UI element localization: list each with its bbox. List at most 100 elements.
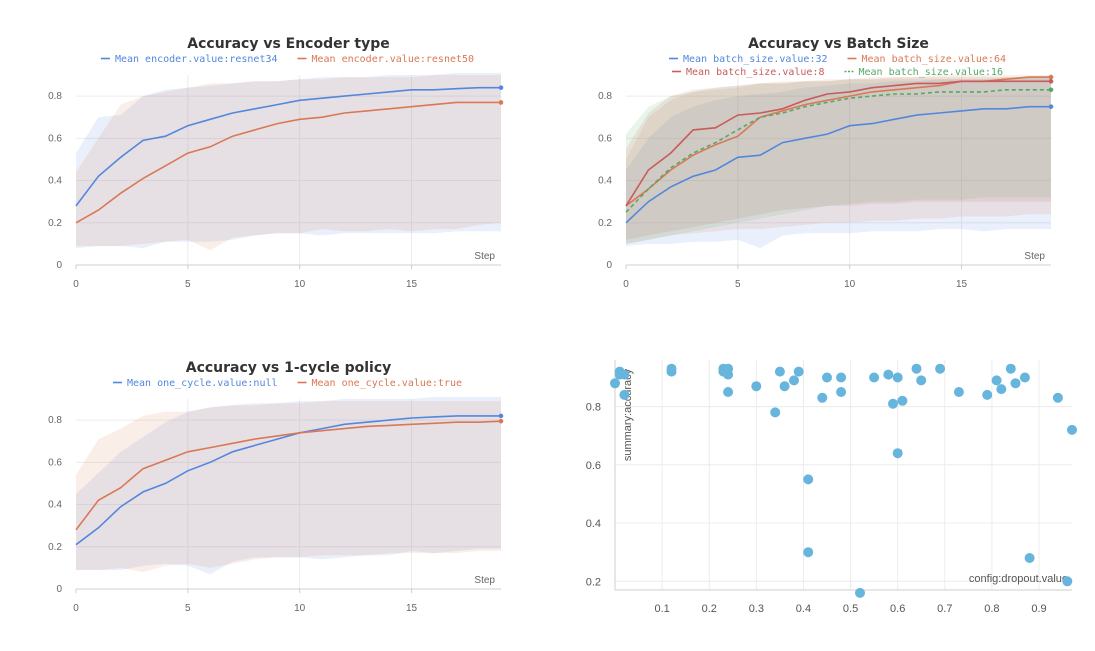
chart-3-scatter-point-26	[883, 369, 894, 380]
chart-2-band-0	[76, 396, 501, 575]
chart-2-series-line-0	[75, 415, 501, 546]
chart-1-x-axis-label: Step	[1024, 251, 1045, 262]
chart-3-scatter-point-18	[803, 474, 814, 485]
chart-3-xtick-label: 0.6	[890, 603, 905, 615]
chart-3-scatter-point-13	[770, 407, 781, 418]
chart-1-band-1	[626, 75, 1051, 244]
chart-3-scatter-point-44	[1067, 424, 1077, 435]
chart-1-series-line-2	[625, 80, 1051, 207]
chart-1-series-line-0	[625, 105, 1051, 224]
chart-0-series-line-0	[75, 86, 501, 207]
chart-3-scatter-point-29	[892, 448, 903, 459]
chart-0-band-1	[76, 75, 501, 251]
chart-2-ytick-label: 0.6	[48, 457, 62, 468]
chart-1-band-0	[626, 77, 1051, 249]
chart-0-ytick-label: 0.4	[48, 176, 62, 187]
chart-0-xtick-label: 0	[73, 279, 79, 290]
chart-1-series-line-3	[625, 88, 1051, 213]
chart-2-series-line-1	[75, 420, 502, 531]
chart-3-scatter-point-43	[1062, 576, 1073, 587]
chart-3-scatter-point-21	[822, 372, 832, 383]
chart-2-xtick-label: 10	[294, 603, 306, 614]
chart-3-scatter-point-28	[892, 372, 903, 383]
chart-3-scatter-point-38	[1005, 363, 1016, 374]
chart-3-scatter-point-11	[723, 387, 734, 397]
chart-0-legend-entry-1: Mean encoder.value:resnet50	[312, 54, 475, 65]
chart-0-legend-entry-0: Mean encoder.value:resnet34	[115, 54, 278, 65]
chart-3-scatter-point-34	[953, 387, 964, 397]
chart-1-series-end-point-0	[1048, 104, 1054, 109]
chart-one-cycle: Accuracy vs 1-cycle policy 0 0.2 0.4 0.6 0.8 0…	[40, 354, 520, 624]
chart-encoder-type-svg: Accuracy vs Encoder type 0 0.2 0.4 0.6 0.8 0 5 1…	[48, 36, 504, 290]
chart-3-scatter-point-30	[897, 395, 908, 406]
chart-2-legend-entry-0: Mean one_cycle.value:null	[127, 378, 278, 389]
chart-1-ytick-label: 0.2	[598, 218, 612, 229]
chart-3-xtick-label: 0.4	[796, 603, 811, 615]
chart-3-scatter-point-42	[1052, 392, 1063, 403]
chart-3-scatter-point-39	[1010, 378, 1021, 389]
chart-1-legend-entry-0: Mean batch_size.value:32	[683, 54, 828, 65]
chart-batch-size: Accuracy vs Batch Size 0 0.2 0.4 0.6 0.8 0 5 10 1…	[590, 30, 1070, 300]
chart-1-ytick-label: 0.8	[598, 91, 612, 102]
chart-3-xtick-label: 0.8	[984, 603, 999, 615]
chart-3-scatter-point-41	[1024, 553, 1035, 563]
chart-3-scatter-point-22	[836, 387, 847, 397]
chart-3-scatter-point-19	[803, 547, 814, 558]
chart-3-y-axis-label: summary:accuracy	[622, 368, 634, 461]
chart-3-scatter-point-31	[911, 363, 922, 374]
chart-3-scatter-point-32	[916, 375, 927, 386]
chart-3-scatter-point-16	[789, 375, 799, 386]
chart-3-scatter-point-14	[774, 366, 785, 377]
chart-0-xtick-label: 15	[406, 279, 418, 290]
chart-3-scatter-point-20	[817, 392, 828, 403]
chart-0-ytick-label: 0	[56, 260, 62, 271]
chart-encoder-type: Accuracy vs Encoder type 0 0.2 0.4 0.6 0.8 0 5 1…	[40, 30, 520, 300]
chart-3-scatter-point-3	[619, 369, 630, 380]
chart-3-xtick-label: 0.7	[937, 603, 952, 615]
chart-1-legend-entry-1: Mean batch_size.value:64	[862, 54, 1007, 65]
chart-1-title: Accuracy vs Batch Size	[748, 36, 929, 52]
chart-1-ytick-label: 0.6	[598, 133, 612, 144]
chart-one-cycle-svg: Accuracy vs 1-cycle policy 0 0.2 0.4 0.6 0.8 0…	[48, 360, 504, 614]
chart-3-xtick-label: 0.9	[1031, 603, 1046, 615]
chart-0-ytick-label: 0.2	[48, 218, 62, 229]
chart-3-scatter-point-6	[666, 363, 677, 374]
chart-1-xtick-label: 0	[623, 279, 629, 290]
chart-2-title: Accuracy vs 1-cycle policy	[186, 360, 392, 376]
chart-3-scatter-point-33	[935, 363, 946, 374]
chart-3-xtick-label: 0.1	[654, 603, 669, 615]
chart-3-scatter-point-10	[723, 369, 734, 380]
chart-3-xtick-label: 0.2	[702, 603, 717, 615]
chart-2-ytick-label: 0.4	[48, 500, 62, 511]
chart-2-xtick-label: 0	[73, 603, 79, 614]
chart-1-xtick-label: 10	[844, 279, 856, 290]
chart-2-band-1	[76, 401, 501, 573]
chart-1-ytick-label: 0	[606, 260, 612, 271]
chart-0-ytick-label: 0.8	[48, 91, 62, 102]
chart-0-xtick-label: 5	[185, 279, 191, 290]
chart-2-series-end-point-0	[498, 413, 504, 419]
chart-3-ytick-label: 0.8	[586, 402, 601, 414]
chart-1-legend-entry-2: Mean batch_size.value:8	[686, 67, 824, 78]
chart-3-scatter-point-12	[751, 381, 762, 392]
chart-1-ytick-label: 0.4	[598, 176, 612, 187]
chart-1-series-end-point-2	[1048, 79, 1054, 84]
chart-0-series-line-1	[75, 101, 501, 224]
chart-0-series-end-point-1	[498, 100, 504, 105]
chart-0-x-axis-label: Step	[474, 251, 495, 262]
chart-0-band-0	[76, 72, 501, 249]
chart-3-scatter-point-24	[855, 587, 865, 598]
chart-2-ytick-label: 0.8	[48, 415, 62, 426]
chart-1-xtick-label: 5	[735, 279, 741, 290]
chart-0-series-end-point-0	[498, 85, 504, 90]
chart-3-scatter-point-36	[991, 375, 1002, 386]
chart-3-scatter-point-23	[836, 372, 847, 383]
chart-3-ytick-label: 0.2	[586, 576, 601, 588]
chart-3-scatter-point-37	[996, 384, 1007, 395]
chart-3-scatter-point-15	[779, 381, 790, 392]
chart-3-scatter-point-27	[888, 398, 898, 409]
chart-3-scatter-point-17	[793, 366, 804, 377]
chart-1-xtick-label: 15	[956, 279, 968, 290]
chart-2-x-axis-label: Step	[474, 575, 495, 586]
chart-0-xtick-label: 10	[294, 279, 306, 290]
